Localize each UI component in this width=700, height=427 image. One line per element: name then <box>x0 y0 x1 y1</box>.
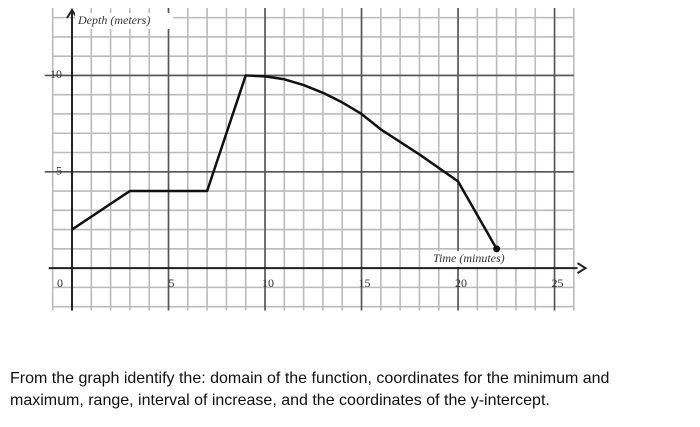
x-axis-arrow <box>576 262 588 274</box>
x-tick-label: 0 <box>57 276 63 290</box>
x-tick-label: 20 <box>455 276 467 290</box>
question-line: maximum, range, interval of increase, an… <box>10 392 550 409</box>
axis-label: Time (minutes) <box>433 251 505 265</box>
end-point <box>493 245 501 253</box>
x-tick-label: 25 <box>552 276 564 290</box>
x-tick-label: 10 <box>262 276 274 290</box>
chart: 0 5 10 15 20 25 5 10 Depth (meters) Time (minutes… <box>44 8 588 311</box>
label-bg <box>75 13 174 29</box>
axis-label: Depth (meters) <box>77 13 150 27</box>
x-tick-label: 5 <box>169 276 175 290</box>
label-bg <box>430 251 530 267</box>
y-tick-label: 10 <box>50 67 62 81</box>
y-tick-label: 5 <box>56 164 62 178</box>
question-line: From the graph identify the: domain of t… <box>10 370 610 387</box>
x-tick-label: 15 <box>359 276 371 290</box>
data-line <box>71 74 498 250</box>
